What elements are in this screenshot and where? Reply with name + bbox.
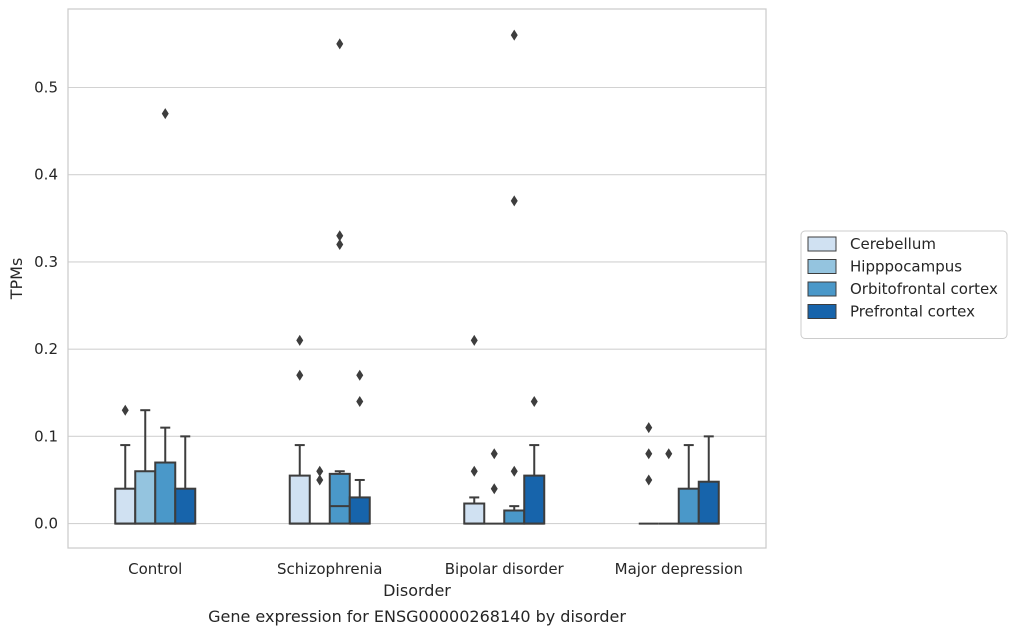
box (463, 502, 486, 525)
x-tick-label: Control (128, 560, 182, 578)
box-0-1 (288, 334, 311, 525)
outlier-marker (510, 29, 518, 41)
box-1-3 (658, 448, 679, 525)
outlier-marker (336, 38, 344, 50)
box-3-3 (697, 435, 720, 525)
box (328, 472, 351, 525)
box (523, 474, 546, 525)
box (697, 480, 720, 525)
box-layer (114, 29, 720, 525)
plot-frame (67, 8, 767, 549)
box-0-0 (114, 404, 137, 525)
outlier-marker (336, 230, 344, 242)
legend-swatch (807, 259, 837, 274)
box (503, 509, 526, 525)
box (348, 496, 371, 525)
x-axis-label: Disorder (383, 581, 451, 600)
outlier-marker (161, 108, 169, 120)
legend-swatch (807, 236, 837, 252)
box-3-2 (523, 395, 546, 525)
box-2-1 (328, 38, 351, 525)
x-tick-labels: Control Schizophrenia Bipolar disorder Majo… (128, 560, 743, 578)
box-2-3 (677, 444, 700, 525)
outlier-marker (121, 404, 129, 416)
y-tick-label: 0.5 (34, 78, 58, 96)
legend-swatch (807, 281, 837, 297)
legend-label: Orbitofrontal cortex (850, 280, 998, 298)
outlier-marker (510, 465, 518, 477)
box (114, 487, 137, 525)
y-tick-label: 0.1 (34, 427, 58, 445)
outlier-marker (470, 465, 478, 477)
y-axis-label: TPMs (7, 258, 26, 301)
outlier-marker (645, 448, 653, 460)
legend-label: Cerebellum (850, 235, 936, 253)
box-1-1 (309, 465, 330, 525)
box-0-3 (638, 422, 659, 525)
box-1-0 (134, 409, 157, 525)
outlier-marker (296, 334, 304, 346)
legend-frame (800, 230, 1008, 339)
box (134, 470, 157, 525)
box (174, 487, 197, 525)
outlier-marker (356, 369, 364, 381)
y-tick-label: 0.4 (34, 166, 58, 184)
box-2-2 (503, 29, 526, 525)
box-3-0 (174, 435, 197, 525)
outlier-marker (645, 422, 653, 434)
y-tick-label: 0.0 (34, 515, 58, 533)
box-0-2 (463, 334, 486, 525)
box (677, 487, 700, 525)
box-2-0 (154, 108, 177, 525)
y-tick-label: 0.2 (34, 340, 58, 358)
outlier-marker (316, 465, 324, 477)
box-3-1 (348, 369, 371, 525)
outlier-marker (645, 474, 653, 486)
outlier-marker (510, 195, 518, 207)
outlier-marker (665, 448, 673, 460)
outlier-marker (530, 395, 538, 407)
outlier-marker (490, 483, 498, 495)
x-tick-label: Schizophrenia (277, 560, 382, 578)
box (154, 461, 177, 525)
y-tick-labels: 0.0 0.1 0.2 0.3 0.4 0.5 (34, 78, 58, 532)
outlier-marker (490, 448, 498, 460)
legend: Cerebellum Hipppocampus Orbitofrontal cort… (800, 230, 1008, 339)
y-tick-label: 0.3 (34, 253, 58, 271)
grid-layer (68, 86, 766, 525)
outlier-marker (336, 238, 344, 250)
legend-swatch (807, 304, 837, 319)
box (288, 474, 311, 525)
legend-label: Prefrontal cortex (850, 303, 975, 321)
x-tick-label: Bipolar disorder (445, 560, 565, 578)
box-1-2 (484, 448, 505, 525)
x-tick-label: Major depression (615, 560, 743, 578)
outlier-marker (296, 369, 304, 381)
outlier-marker (470, 334, 478, 346)
chart-caption: Gene expression for ENSG00000268140 by d… (208, 607, 626, 626)
legend-label: Hipppocampus (850, 258, 962, 276)
outlier-marker (316, 474, 324, 486)
outlier-marker (356, 395, 364, 407)
